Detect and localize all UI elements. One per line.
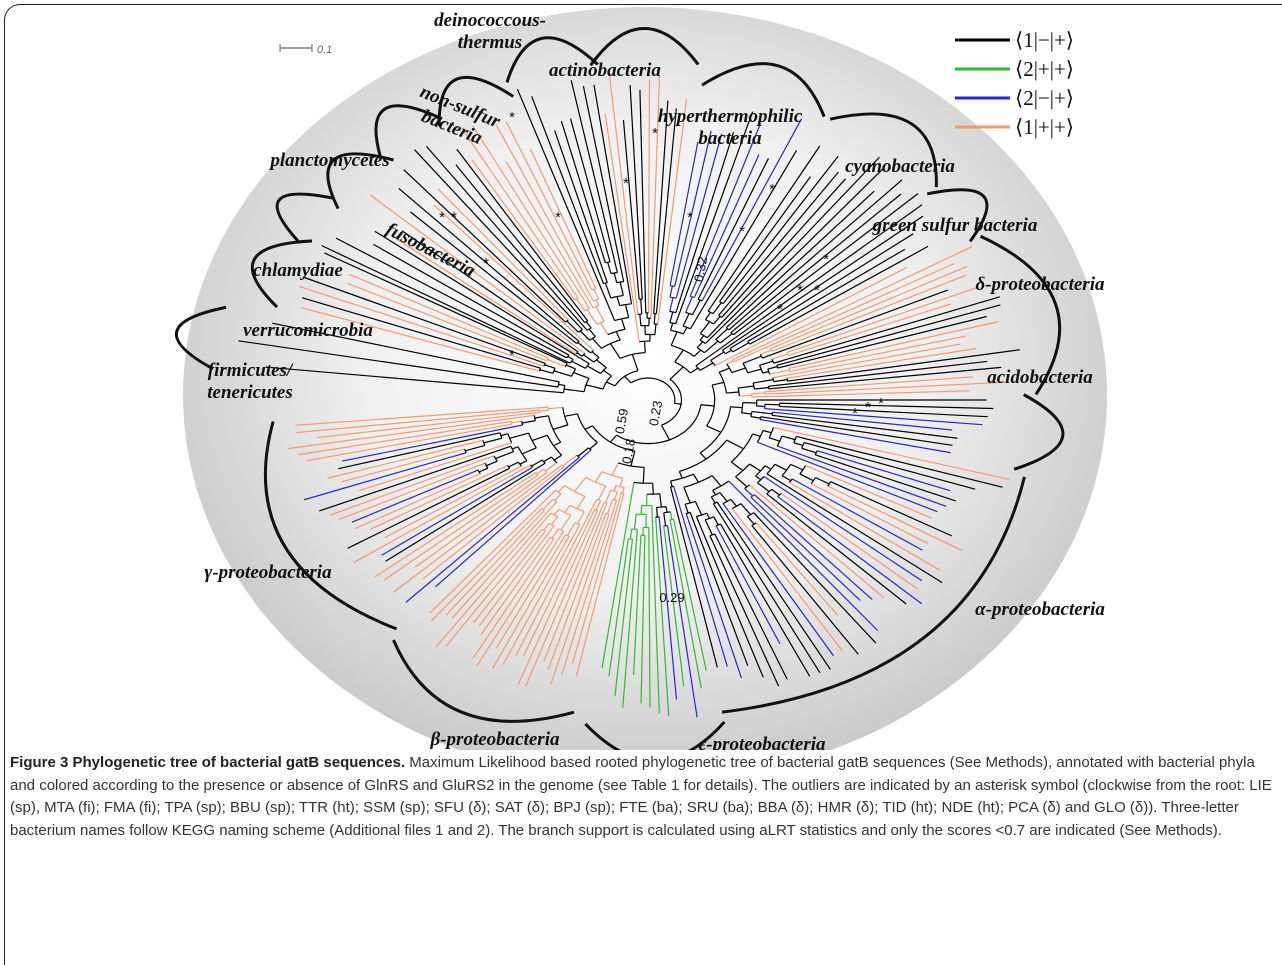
outlier-marker: * xyxy=(797,282,803,299)
outlier-marker: * xyxy=(865,399,871,416)
support-value: 0.29 xyxy=(659,590,684,605)
outlier-marker: * xyxy=(451,209,457,226)
clade-label: thermus xyxy=(458,32,522,53)
outlier-marker: * xyxy=(483,255,489,272)
outlier-marker: * xyxy=(687,209,693,226)
branch xyxy=(659,517,660,524)
clade-label: actinobacteria xyxy=(549,60,661,81)
tree-figure: 0.1 deinococcous-thermus actinobacteria hy… xyxy=(0,0,1282,750)
caption-title: Figure 3 Phylogenetic tree of bacterial … xyxy=(10,754,405,771)
legend-label: ⟨2|−|+⟩ xyxy=(1015,86,1074,110)
clade-label: firmicutes/ xyxy=(208,360,294,381)
branch xyxy=(628,539,629,545)
clade-label: α-proteobacteria xyxy=(975,599,1105,620)
branch xyxy=(765,404,780,405)
outlier-marker: * xyxy=(623,175,629,192)
branch xyxy=(637,529,638,537)
branch xyxy=(675,403,682,404)
outlier-marker: * xyxy=(777,301,783,318)
outlier-marker: * xyxy=(555,209,561,226)
scale-label: 0.1 xyxy=(317,44,332,56)
clade-label: tenericutes xyxy=(207,382,293,403)
clade-label: δ-proteobacteria xyxy=(976,274,1105,295)
legend-label: ⟨1|+|+⟩ xyxy=(1015,115,1074,139)
outlier-marker: * xyxy=(652,125,658,142)
outlier-marker: * xyxy=(439,209,445,226)
outlier-marker: * xyxy=(509,109,515,126)
outlier-marker: * xyxy=(509,347,515,364)
caption: Figure 3 Phylogenetic tree of bacterial … xyxy=(10,752,1272,842)
branch xyxy=(642,286,643,299)
clade-label: verrucomicrobia xyxy=(243,320,373,341)
clade-label: chlamydiae xyxy=(253,260,343,281)
branch xyxy=(654,304,655,313)
branch xyxy=(739,395,752,396)
outlier-marker: * xyxy=(739,223,745,240)
branch xyxy=(645,341,646,352)
outlier-marker: * xyxy=(852,405,858,422)
clade-label: β-proteobacteria xyxy=(430,729,560,750)
branch xyxy=(654,314,655,324)
legend-label: ⟨1|−|+⟩ xyxy=(1015,28,1074,52)
clade-label: ε-proteobacteria xyxy=(698,734,826,750)
branch xyxy=(640,535,641,551)
clade-label: deinococcous- xyxy=(434,10,546,31)
branch xyxy=(788,380,794,381)
clade-label: acidobacteria xyxy=(987,367,1093,388)
branch xyxy=(752,393,765,394)
branch xyxy=(653,483,654,494)
clade-label: hyperthermophilic xyxy=(658,106,803,127)
clade-label: cyanobacteria xyxy=(845,156,955,177)
outlier-marker: * xyxy=(823,251,829,268)
outlier-marker: * xyxy=(769,181,775,198)
clade-label: γ-proteobacteria xyxy=(204,562,332,583)
branch xyxy=(657,507,658,517)
clade-label: green sulfur bacteria xyxy=(872,215,1038,236)
outlier-marker: * xyxy=(814,282,820,299)
clade-label: planctomycetes xyxy=(268,150,389,171)
branch xyxy=(641,506,642,515)
clade-label: bacteria xyxy=(698,128,762,149)
outlier-marker: * xyxy=(878,395,884,412)
legend-label: ⟨2|+|+⟩ xyxy=(1015,57,1074,81)
